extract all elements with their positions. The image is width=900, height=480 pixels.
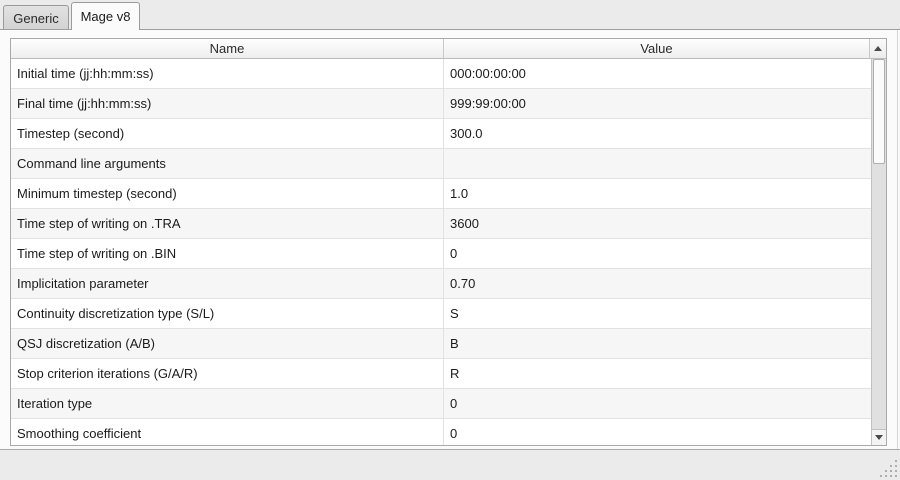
scroll-up-button[interactable]	[870, 39, 886, 59]
row-value-cell[interactable]: 0	[450, 246, 458, 261]
row-name-cell: Timestep (second)	[11, 119, 444, 148]
row-value-cell[interactable]: 3600	[450, 216, 479, 231]
tab-bar: Generic Mage v8	[0, 0, 900, 30]
row-name-cell: Final time (jj:hh:mm:ss)	[11, 89, 444, 118]
column-header-name-label: Name	[209, 41, 245, 56]
table-row[interactable]: Smoothing coefficient 0	[11, 419, 871, 445]
row-value-cell[interactable]: R	[450, 366, 460, 381]
table-body: Initial time (jj:hh:mm:ss) 000:00:00:00 Fi…	[11, 59, 871, 445]
tab-mage-v8[interactable]: Mage v8	[71, 2, 140, 30]
table-row[interactable]: Continuity discretization type (S/L) S	[11, 299, 871, 329]
row-value-cell[interactable]: 000:00:00:00	[450, 66, 526, 81]
tab-content-panel: Name Value Initial time (jj:hh:mm:ss) 000…	[0, 30, 900, 450]
row-name-cell: Command line arguments	[11, 149, 444, 178]
row-value-cell[interactable]: S	[450, 306, 459, 321]
scroll-down-icon	[875, 435, 883, 440]
row-value-cell[interactable]: 1.0	[450, 186, 469, 201]
row-value-cell[interactable]	[444, 149, 871, 178]
row-name-cell: Implicitation parameter	[11, 269, 444, 298]
column-header-value-label: Value	[640, 41, 673, 56]
table-row[interactable]: Stop criterion iterations (G/A/R) R	[11, 359, 871, 389]
table-row[interactable]: Minimum timestep (second) 1.0	[11, 179, 871, 209]
table-header-row: Name Value	[11, 39, 886, 59]
table-row[interactable]: Iteration type 0	[11, 389, 871, 419]
row-name-cell: Initial time (jj:hh:mm:ss)	[11, 59, 444, 88]
table-row[interactable]: Time step of writing on .BIN 0	[11, 239, 871, 269]
row-value-cell[interactable]: B	[450, 336, 459, 351]
table-row[interactable]: Final time (jj:hh:mm:ss) 999:99:00:00	[11, 89, 871, 119]
column-header-name[interactable]: Name	[11, 39, 444, 59]
row-name-cell: Time step of writing on .TRA	[11, 209, 444, 238]
row-value-cell[interactable]: 0.70	[450, 276, 476, 291]
column-header-value[interactable]: Value	[444, 39, 870, 59]
row-name-cell: Continuity discretization type (S/L)	[11, 299, 444, 328]
row-name-cell: Time step of writing on .BIN	[11, 239, 444, 268]
row-value-cell[interactable]: 300.0	[450, 126, 483, 141]
table-row[interactable]: QSJ discretization (A/B) B	[11, 329, 871, 359]
row-value-cell[interactable]: 0	[450, 396, 458, 411]
table-row[interactable]: Timestep (second) 300.0	[11, 119, 871, 149]
scroll-up-icon	[874, 46, 882, 51]
scrollbar-thumb[interactable]	[873, 59, 885, 164]
resize-grip-icon[interactable]	[879, 459, 897, 477]
tab-generic[interactable]: Generic	[3, 5, 69, 30]
parameter-table: Name Value Initial time (jj:hh:mm:ss) 000…	[10, 38, 887, 446]
row-value-cell[interactable]: 999:99:00:00	[450, 96, 526, 111]
table-row[interactable]: Time step of writing on .TRA 3600	[11, 209, 871, 239]
tab-generic-label: Generic	[13, 10, 59, 26]
tab-mage-v8-label: Mage v8	[80, 9, 131, 24]
table-row[interactable]: Implicitation parameter 0.70	[11, 269, 871, 299]
row-name-cell: QSJ discretization (A/B)	[11, 329, 444, 358]
row-name-cell: Minimum timestep (second)	[11, 179, 444, 208]
vertical-scrollbar[interactable]	[871, 59, 886, 445]
row-name-cell: Smoothing coefficient	[11, 419, 444, 445]
row-name-cell: Stop criterion iterations (G/A/R)	[11, 359, 444, 388]
row-name-cell: Iteration type	[11, 389, 444, 418]
table-row[interactable]: Initial time (jj:hh:mm:ss) 000:00:00:00	[11, 59, 871, 89]
row-value-cell[interactable]: 0	[450, 426, 458, 441]
table-row[interactable]: Command line arguments	[11, 149, 871, 179]
scroll-down-button[interactable]	[872, 429, 886, 445]
